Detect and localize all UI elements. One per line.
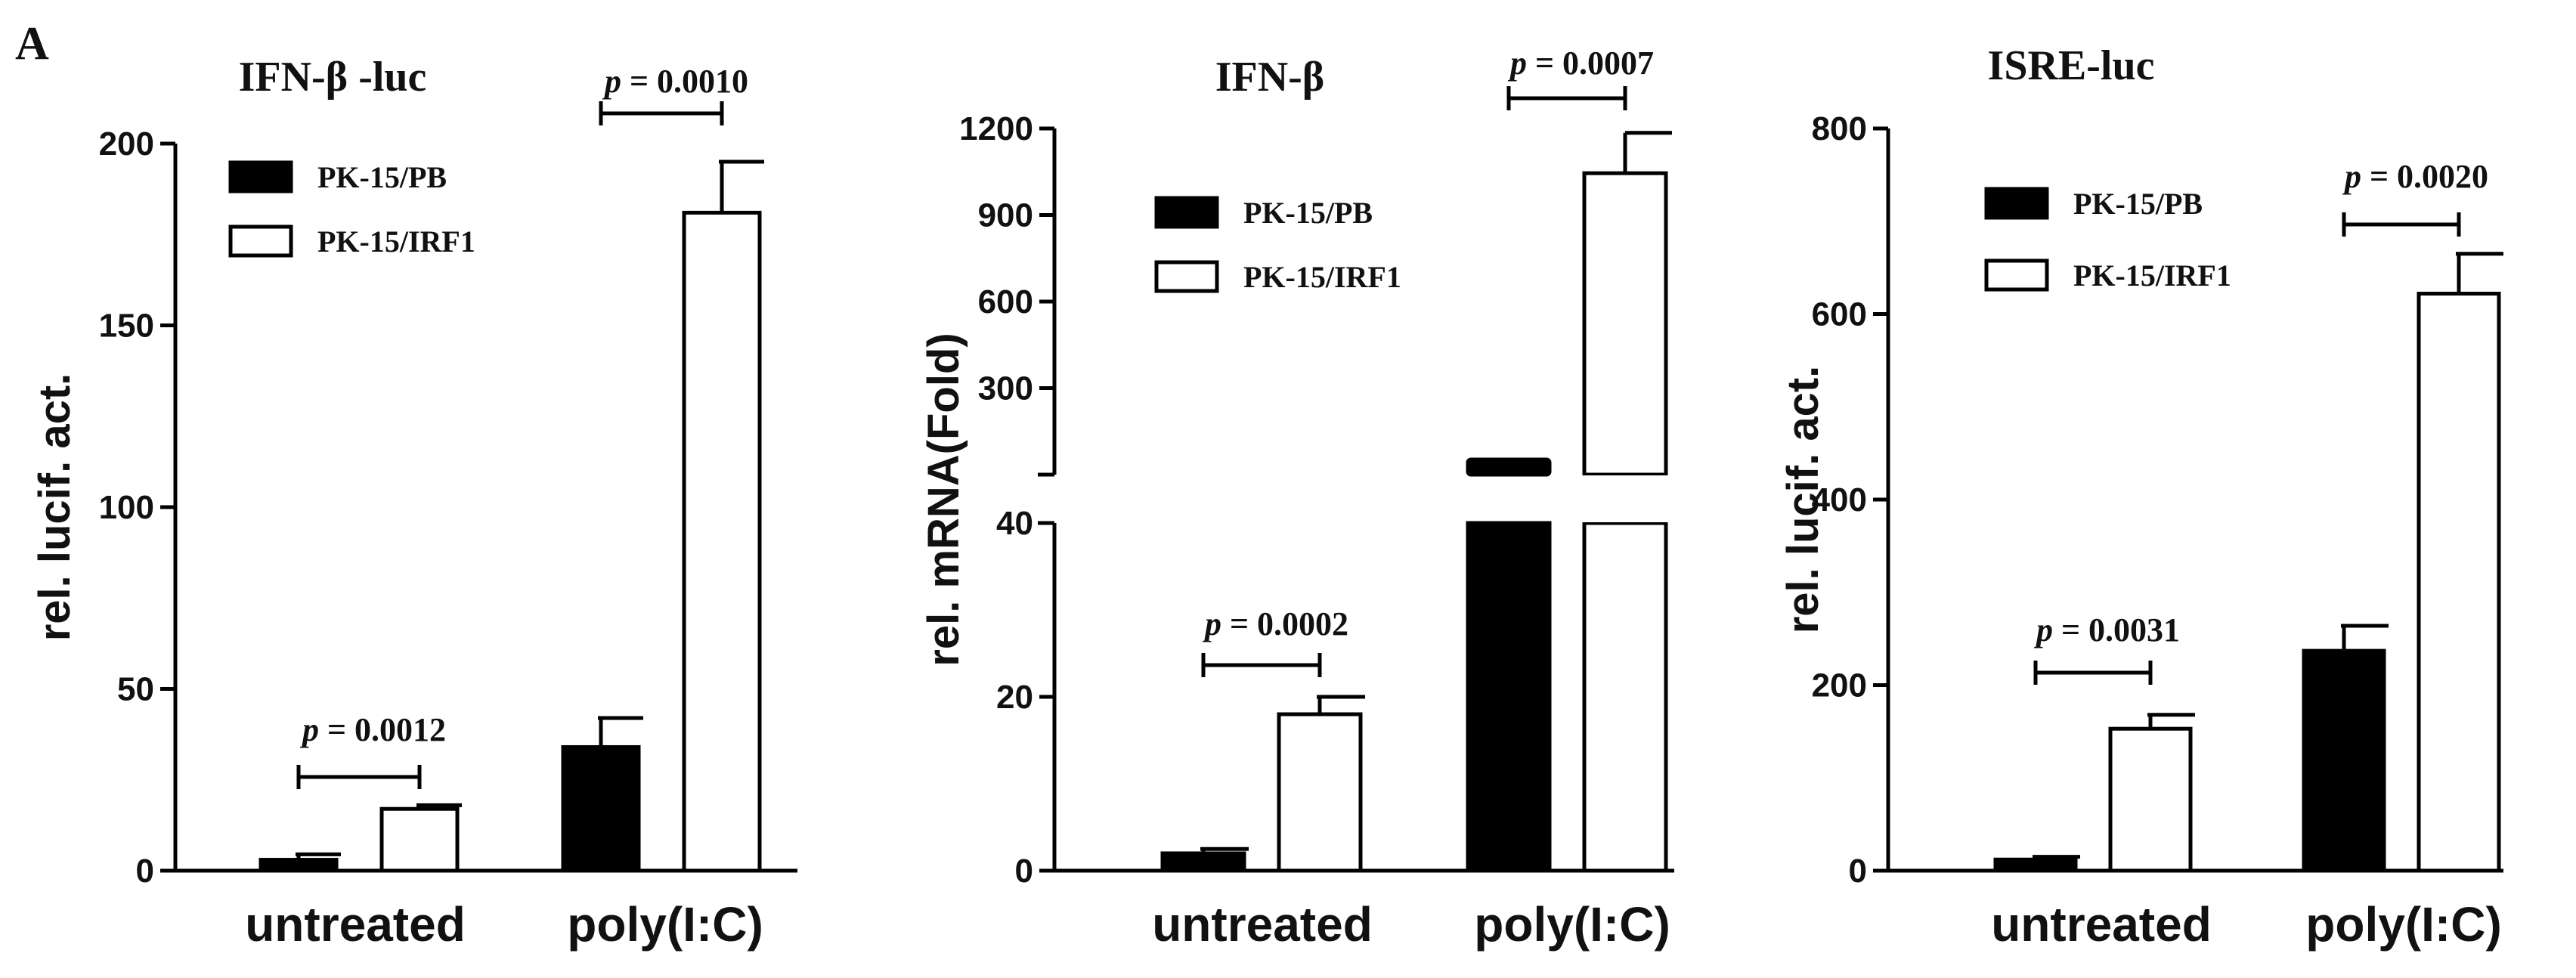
p-symbol: p <box>299 711 327 748</box>
p-value-label: p = 0.0031 <box>2033 611 2180 648</box>
y-tick-label: 400 <box>1812 481 1867 518</box>
y-tick-label: 900 <box>978 197 1033 234</box>
legend-label: PK-15/PB <box>317 160 447 194</box>
p-value-text: = 0.0020 <box>2370 158 2488 195</box>
y-tick-label: 800 <box>1812 110 1867 147</box>
axis-break-gap <box>1574 475 1677 522</box>
bar <box>1466 521 1552 873</box>
y-tick-label: 0 <box>1015 853 1033 890</box>
y-tick-label: 20 <box>996 679 1033 716</box>
y-tick-label: 600 <box>1812 296 1867 333</box>
legend-label: PK-15/IRF1 <box>317 224 475 258</box>
bar <box>561 744 641 873</box>
bar <box>1582 521 1668 873</box>
y-tick-label: 0 <box>1849 853 1867 890</box>
p-value-text: = 0.0031 <box>2061 611 2180 648</box>
y-tick-label: 150 <box>99 308 154 345</box>
chart-title: IFN-β -luc <box>239 54 427 101</box>
y-tick-label: 600 <box>978 283 1033 320</box>
y-tick-label: 50 <box>117 671 154 708</box>
y-tick-label: 0 <box>136 853 154 890</box>
legend-label: PK-15/IRF1 <box>2073 258 2231 292</box>
legend-swatch <box>228 224 293 258</box>
p-symbol: p <box>1202 605 1230 642</box>
p-value-label: p = 0.0020 <box>2342 158 2488 195</box>
y-tick-label: 40 <box>996 505 1033 542</box>
p-symbol: p <box>2342 158 2370 195</box>
x-category-label: poly(I:C) <box>1474 897 1670 952</box>
p-value-label: p = 0.0002 <box>1202 605 1348 642</box>
p-value-text: = 0.0007 <box>1535 45 1654 82</box>
p-value-label: p = 0.0007 <box>1507 45 1654 82</box>
legend-label: PK-15/IRF1 <box>1243 260 1401 294</box>
y-tick-label: 100 <box>99 489 154 526</box>
p-value-label: p = 0.0010 <box>602 63 748 100</box>
p-value-text: = 0.0010 <box>630 63 748 100</box>
bar-upper-segment <box>1582 171 1668 477</box>
bar <box>1993 857 2078 873</box>
legend-swatch <box>228 160 293 193</box>
legend-label: PK-15/PB <box>2073 187 2203 221</box>
bar <box>682 210 762 873</box>
x-category-label: poly(I:C) <box>2305 897 2502 952</box>
y-axis-label: rel. mRNA(Fold) <box>919 333 968 666</box>
chart-title: IFN-β <box>1215 54 1325 101</box>
y-tick-label: 200 <box>1812 667 1867 704</box>
p-value-text: = 0.0012 <box>327 711 446 748</box>
x-category-label: poly(I:C) <box>567 897 763 952</box>
p-symbol: p <box>602 63 630 100</box>
chart-title: ISRE-luc <box>1988 42 2155 89</box>
legend-swatch <box>1984 258 2049 292</box>
panel-label: A <box>15 18 49 70</box>
bar <box>1160 851 1246 873</box>
bar-upper-segment <box>1466 457 1552 477</box>
bar <box>2417 291 2501 873</box>
legend-swatch <box>1154 196 1219 229</box>
legend-swatch <box>1154 260 1219 293</box>
x-category-label: untreated <box>245 897 466 952</box>
bar <box>259 858 339 873</box>
bar <box>2302 648 2386 873</box>
p-value-label: p = 0.0012 <box>299 711 446 748</box>
p-symbol: p <box>2033 611 2061 648</box>
y-axis-label: rel. lucif. act. <box>30 373 79 642</box>
y-tick-label: 1200 <box>959 110 1033 147</box>
legend-swatch <box>1984 187 2049 220</box>
chart-panel-isre-luc: ISRE-luc rel. lucif. act. 0 200 400 600 800 unt… <box>1779 42 2503 952</box>
x-category-label: untreated <box>1991 897 2212 952</box>
y-axis-label: rel. lucif. act. <box>1779 366 1828 634</box>
legend-label: PK-15/PB <box>1243 196 1373 230</box>
y-tick-label: 300 <box>978 370 1033 407</box>
p-value-text: = 0.0002 <box>1230 605 1348 642</box>
chart-panel-ifnb-mrna: IFN-β rel. mRNA(Fold) 0 20 40 300 600 900 1200 un… <box>919 45 1677 952</box>
x-category-label: untreated <box>1152 897 1373 952</box>
chart-panel-ifnb-luc: IFN-β -luc rel. lucif. act. 0 50 100 150 200 un… <box>30 54 797 952</box>
bar <box>2108 726 2193 873</box>
p-symbol: p <box>1507 45 1535 82</box>
bar <box>379 806 460 873</box>
y-tick-label: 200 <box>99 125 154 162</box>
bar <box>1277 712 1363 873</box>
